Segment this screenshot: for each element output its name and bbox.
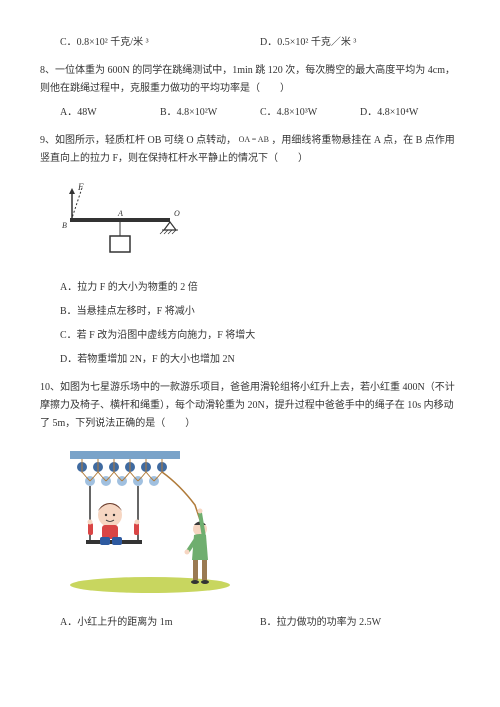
q9-option-a: A．拉力 F 的大小为物重的 2 倍 xyxy=(60,279,460,297)
q8-text: 8、一位体重为 600N 的同学在跳绳测试中，1min 跳 120 次，每次腾空… xyxy=(40,62,460,98)
q10-text: 10、如图为七星游乐场中的一款游乐项目，爸爸用滑轮组将小红升上去，若小红重 40… xyxy=(40,379,460,433)
q9-text: 9、如图所示，轻质杠杆 OB 可绕 O 点转动， OA = AB ，用细线将重物… xyxy=(40,132,460,168)
label-O: O xyxy=(174,209,180,218)
dad xyxy=(185,509,210,585)
q8-option-b: B．4.8×10²W xyxy=(160,104,260,122)
label-F: F xyxy=(77,182,84,192)
q8-option-d: D．4.8×10⁴W xyxy=(360,104,460,122)
q10-option-a: A．小红上升的距离为 1m xyxy=(60,614,260,632)
q9-option-b: B．当悬挂点左移时，F 将减小 xyxy=(60,303,460,321)
q10-options-row: A．小红上升的距离为 1m B．拉力做功的功率为 2.5W xyxy=(40,614,460,632)
q8-option-c: C．4.8×10³W xyxy=(260,104,360,122)
q9-option-d: D．若物重增加 2N，F 的大小也增加 2N xyxy=(60,351,460,369)
q9-oa-ab: OA = AB xyxy=(239,133,269,147)
q8-options: A．48W B．4.8×10²W C．4.8×10³W D．4.8×10⁴W xyxy=(40,104,460,122)
q7-options-row: C．0.8×10² 千克/米 ³ D．0.5×10² 千克／米 ³ xyxy=(40,34,460,52)
option-d: D．0.5×10² 千克／米 ³ xyxy=(260,34,460,52)
q9-pre: 9、如图所示，轻质杠杆 OB 可绕 O 点转动， xyxy=(40,135,236,146)
q9-option-c: C．若 F 改为沿图中虚线方向施力，F 将增大 xyxy=(60,327,460,345)
q9-figure: F A O B xyxy=(60,180,460,267)
q10-option-b: B．拉力做功的功率为 2.5W xyxy=(260,614,460,632)
child xyxy=(88,503,140,545)
option-c: C．0.8×10² 千克/米 ³ xyxy=(60,34,260,52)
q8-option-a: A．48W xyxy=(60,104,160,122)
q10-figure xyxy=(60,445,460,602)
label-B: B xyxy=(62,221,67,230)
pulley-group xyxy=(77,459,167,486)
label-A: A xyxy=(117,209,123,218)
